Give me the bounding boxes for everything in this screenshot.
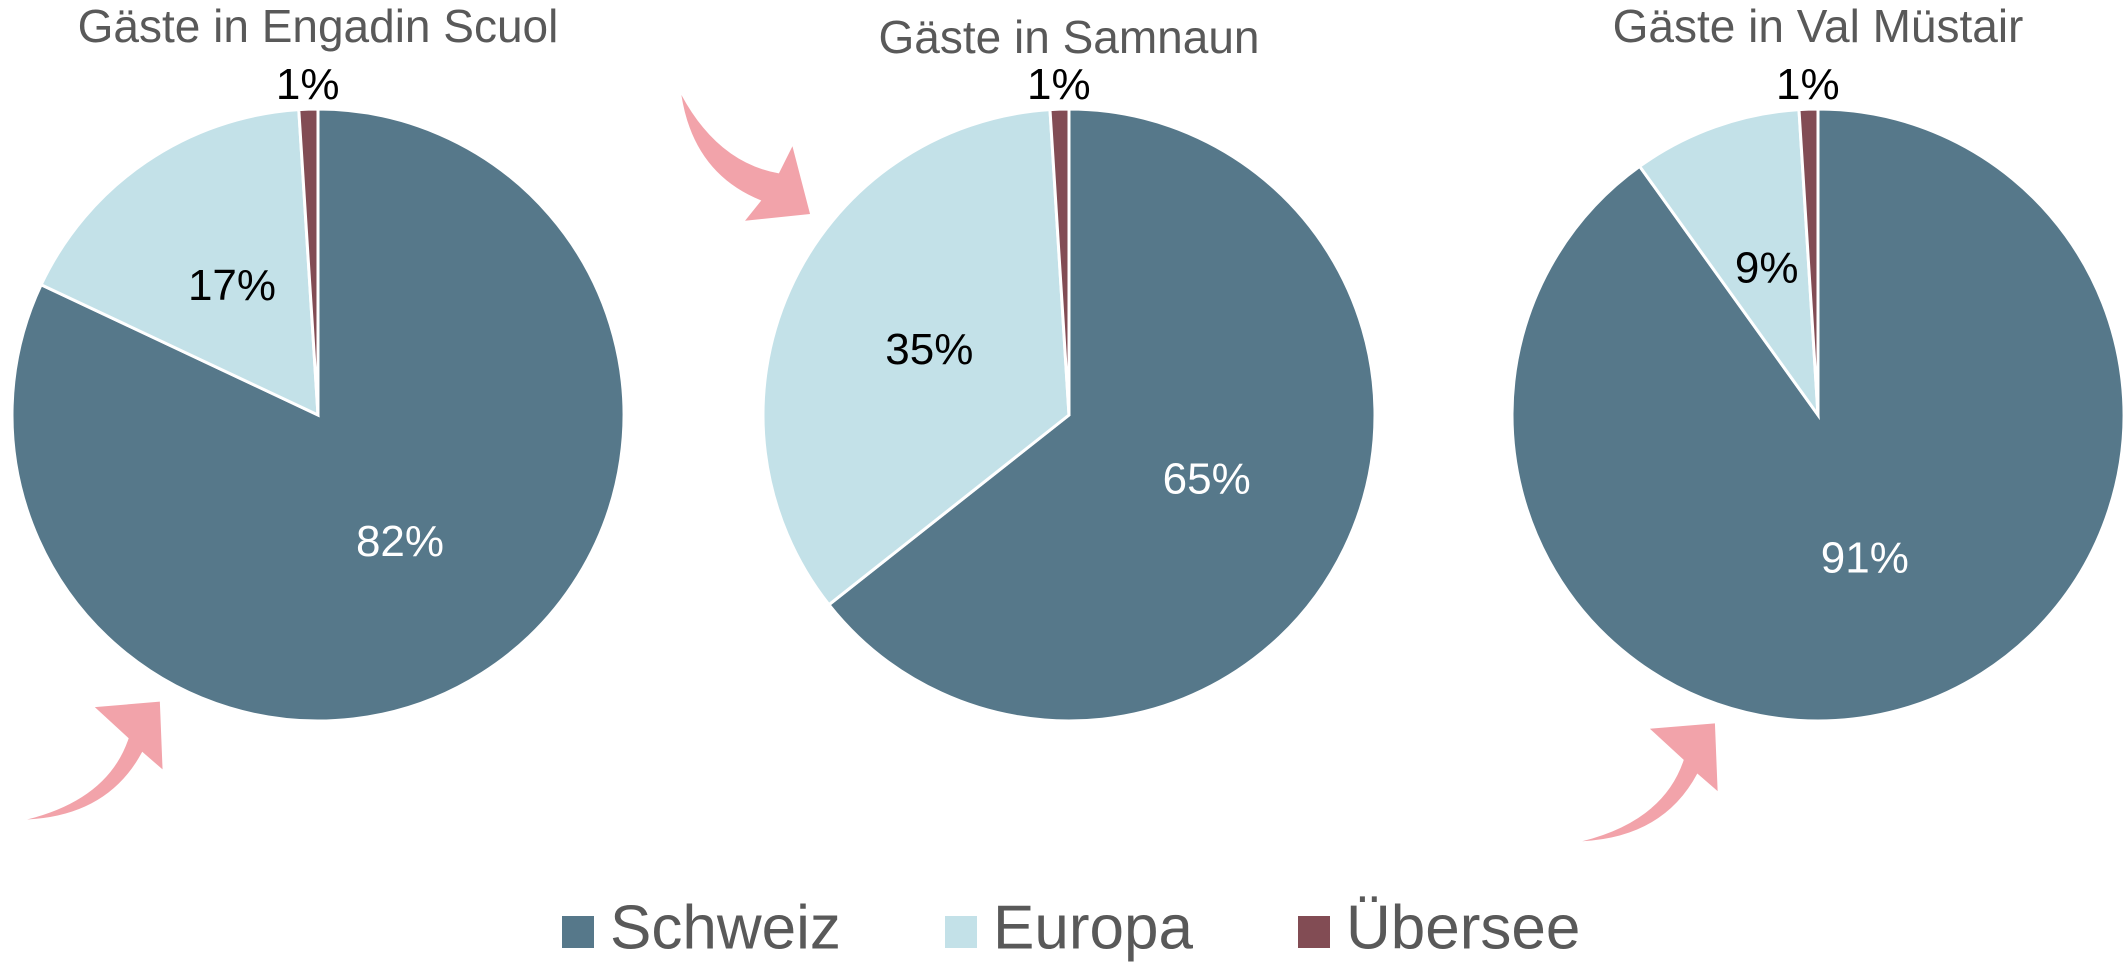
chart-title: Gäste in Samnaun (878, 11, 1259, 63)
legend-label: Übersee (1346, 893, 1580, 962)
data-label: 9% (1735, 243, 1799, 292)
pie-slice (1048, 107, 1071, 416)
legend-swatch (1298, 916, 1330, 948)
arrow (1582, 723, 1718, 842)
data-label: 1% (1027, 60, 1091, 109)
legend-swatch (945, 916, 977, 948)
arrows (27, 94, 1718, 842)
data-label: 1% (276, 60, 340, 109)
chart-title: Gäste in Val Müstair (1613, 0, 2024, 52)
pie-slice (761, 108, 1071, 607)
chart-title: Gäste in Engadin Scuol (78, 0, 559, 52)
pie-slice (1797, 107, 1820, 416)
legend-label: Schweiz (610, 893, 841, 962)
pie-slice (297, 107, 320, 416)
data-label: 1% (1776, 60, 1840, 109)
data-label: 17% (188, 261, 276, 310)
data-label: 65% (1163, 454, 1251, 503)
pie-slice (826, 107, 1377, 723)
pie-slice (1637, 108, 1820, 421)
arrow (27, 701, 163, 820)
data-label: 35% (885, 325, 973, 374)
pie-slice (39, 108, 320, 418)
legend-swatch (562, 916, 594, 948)
arrow (681, 94, 811, 221)
legend-label: Europa (993, 893, 1193, 962)
data-label: 91% (1821, 533, 1909, 582)
data-label: 82% (356, 517, 444, 566)
